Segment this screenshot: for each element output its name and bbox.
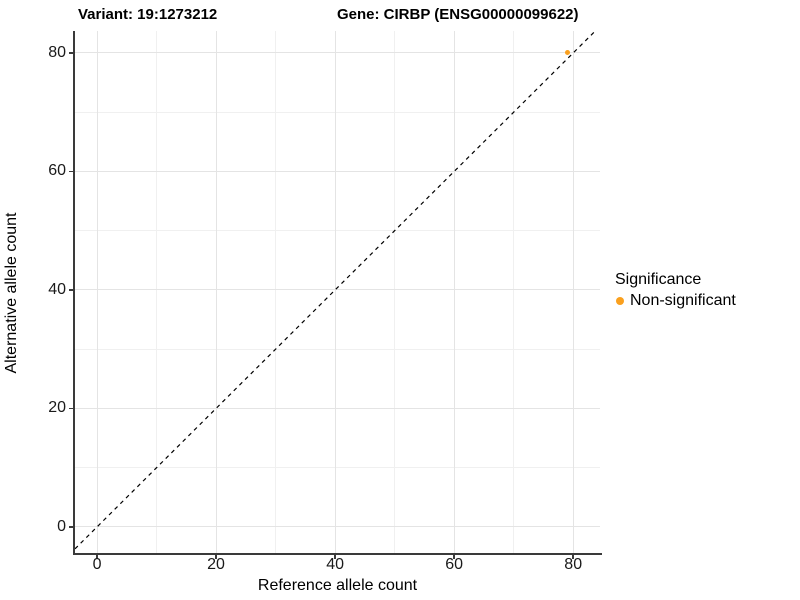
y-tick-label: 20 (48, 399, 66, 417)
legend-point-icon (616, 297, 624, 305)
y-tick-label: 40 (48, 280, 66, 298)
y-axis-title: Alternative allele count (3, 212, 20, 374)
y-axis-line (73, 31, 76, 555)
plot-title-gene: Gene: CIRBP (ENSG00000099622) (337, 6, 579, 23)
gridline-y-minor (75, 348, 600, 350)
x-axis-tick (215, 554, 217, 560)
legend: Significance Non-significant (615, 271, 736, 310)
legend-key (611, 292, 629, 310)
y-axis-tick (68, 407, 74, 410)
gridline-x-major (572, 31, 574, 553)
x-tick-label: 20 (207, 556, 225, 573)
x-axis-tick (572, 554, 574, 560)
y-tick-label: 80 (48, 43, 66, 61)
y-axis-tick (68, 52, 74, 54)
legend-title: Significance (615, 271, 702, 288)
gridline-x-minor (275, 31, 277, 553)
x-tick-label: 80 (564, 556, 583, 573)
y-axis-tick (68, 170, 74, 173)
gridline-y-minor (75, 230, 600, 232)
gridline-x-minor (513, 31, 515, 553)
gridline-y-major (75, 170, 600, 172)
y-axis-tick (68, 526, 74, 528)
legend-entries: Non-significant (615, 292, 736, 310)
x-axis-tick (334, 554, 336, 560)
plot-panel (74, 30, 600, 553)
gridline-y-major (75, 289, 600, 291)
x-axis-line (73, 553, 602, 555)
y-axis-tick (68, 289, 74, 291)
y-tick-label: 0 (57, 517, 66, 535)
x-axis-tick (453, 554, 455, 560)
y-tick-label: 60 (48, 162, 66, 180)
x-tick-label: 60 (445, 556, 464, 573)
gridline-x-major (334, 31, 336, 553)
gridline-y-major (75, 52, 600, 54)
legend-entry: Non-significant (615, 292, 736, 310)
gridline-x-major (96, 31, 98, 553)
gridline-y-minor (75, 111, 600, 113)
legend-entry-label: Non-significant (630, 292, 736, 309)
x-tick-label: 0 (92, 556, 102, 573)
gridline-x-major (453, 31, 455, 553)
gridline-x-major (215, 31, 217, 553)
gridline-y-minor (75, 467, 600, 469)
gridline-y-major (75, 526, 600, 528)
gridline-x-minor (156, 31, 158, 553)
plot-title-variant: Variant: 19:1273212 (78, 6, 218, 23)
x-tick-label: 40 (326, 556, 344, 573)
gridline-x-minor (394, 31, 396, 553)
x-axis-tick (96, 554, 98, 560)
identity-line (74, 30, 596, 550)
x-axis-title: Reference allele count (257, 577, 418, 594)
data-point (564, 50, 570, 56)
gridline-y-major (75, 407, 600, 409)
